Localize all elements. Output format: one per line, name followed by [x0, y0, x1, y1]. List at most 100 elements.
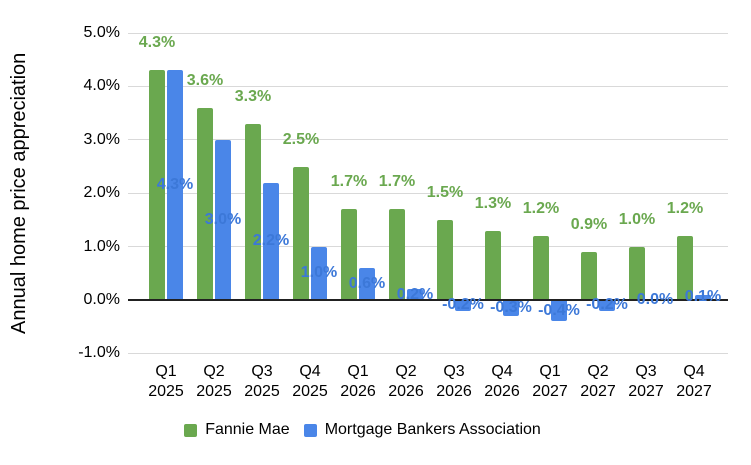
- value-label-fannie-mae-q3-2025: 3.3%: [234, 87, 272, 105]
- gridline-1-0: [128, 246, 728, 248]
- x-tick-year: 2025: [292, 383, 328, 400]
- bar-fannie-mae-q1-2025: [149, 70, 165, 300]
- value-label-fannie-mae-q1-2025: 4.3%: [138, 34, 176, 52]
- bar-mortgage-bankers-association-q1-2025: [167, 70, 183, 300]
- value-label-fannie-mae-q1-2027: 1.2%: [522, 199, 560, 217]
- x-tick-label-q2-2027: Q2 2027: [580, 362, 616, 402]
- value-label-fannie-mae-q3-2027: 1.0%: [618, 210, 656, 228]
- x-tick-quarter: Q2: [587, 363, 609, 380]
- bar-fannie-mae-q4-2027: [677, 235, 693, 300]
- bar-fannie-mae-q2-2027: [581, 251, 597, 300]
- bar-mortgage-bankers-association-q1-2026: [359, 267, 375, 300]
- bar-fannie-mae-q1-2026: [341, 209, 357, 300]
- legend-label-mortgage-bankers-association: Mortgage Bankers Association: [324, 421, 541, 438]
- value-label-mortgage-bankers-association-q1-2027: -0.4%: [538, 301, 580, 319]
- value-label-fannie-mae-q2-2026: 1.7%: [378, 173, 416, 191]
- value-label-mortgage-bankers-association-q2-2025: 3.0%: [204, 210, 242, 228]
- value-label-fannie-mae-q4-2026: 1.3%: [474, 194, 512, 212]
- bar-mortgage-bankers-association-q3-2025: [263, 182, 279, 300]
- legend-label-fannie-mae: Fannie Mae: [205, 421, 290, 438]
- x-tick-year: 2026: [436, 383, 472, 400]
- x-tick-label-q2-2026: Q2 2026: [388, 362, 424, 402]
- bar-fannie-mae-q2-2025: [197, 107, 213, 300]
- y-tick-label-1-0: 1.0%: [83, 237, 120, 255]
- value-label-mortgage-bankers-association-q1-2025: 4.3%: [156, 176, 194, 194]
- gridline-5-0: [128, 32, 728, 34]
- x-tick-quarter: Q4: [683, 363, 705, 380]
- value-label-mortgage-bankers-association-q4-2026: -0.3%: [490, 299, 532, 316]
- bar-fannie-mae-q1-2027: [533, 235, 549, 300]
- value-label-mortgage-bankers-association-q4-2025: 1.0%: [300, 264, 338, 282]
- x-tick-quarter: Q1: [347, 363, 369, 380]
- x-tick-year: 2027: [580, 383, 616, 400]
- y-tick-label-2-0: 2.0%: [83, 184, 120, 202]
- x-tick-year: 2026: [484, 383, 520, 400]
- legend-item-mortgage-bankers-association: Mortgage Bankers Association: [303, 421, 541, 439]
- x-tick-label-q3-2026: Q3 2026: [436, 362, 472, 402]
- bar-fannie-mae-q3-2026: [437, 219, 453, 300]
- gridline-3-0: [128, 139, 728, 141]
- value-label-mortgage-bankers-association-q3-2027: 0.0%: [636, 291, 674, 308]
- bar-fannie-mae-q3-2025: [245, 123, 261, 300]
- x-tick-year: 2026: [388, 383, 424, 400]
- value-label-mortgage-bankers-association-q3-2025: 2.2%: [252, 232, 290, 250]
- x-tick-year: 2025: [148, 383, 184, 400]
- x-tick-label-q1-2025: Q1 2025: [148, 362, 184, 402]
- y-tick-label-4-0: 4.0%: [83, 77, 120, 95]
- value-label-fannie-mae-q2-2027: 0.9%: [570, 215, 608, 233]
- value-label-fannie-mae-q4-2027: 1.2%: [666, 199, 704, 217]
- x-tick-quarter: Q3: [635, 363, 657, 380]
- x-axis-baseline: [128, 299, 728, 301]
- y-tick-label-3-0: 3.0%: [83, 130, 120, 148]
- x-tick-year: 2026: [340, 383, 376, 400]
- bar-mortgage-bankers-association-q2-2026: [407, 289, 423, 300]
- x-tick-year: 2025: [244, 383, 280, 400]
- x-tick-quarter: Q4: [299, 363, 321, 380]
- legend-item-fannie-mae: Fannie Mae: [184, 421, 290, 439]
- x-tick-year: 2027: [676, 383, 712, 400]
- bar-fannie-mae-q4-2026: [485, 230, 501, 300]
- value-label-mortgage-bankers-association-q3-2026: -0.2%: [442, 296, 484, 314]
- bar-mortgage-bankers-association-q1-2027: [551, 300, 567, 322]
- bar-mortgage-bankers-association-q4-2026: [503, 300, 519, 317]
- x-tick-year: 2027: [532, 383, 568, 400]
- bar-fannie-mae-q2-2026: [389, 209, 405, 300]
- value-label-fannie-mae-q4-2025: 2.5%: [282, 130, 320, 148]
- x-tick-year: 2027: [628, 383, 664, 400]
- bar-mortgage-bankers-association-q2-2025: [215, 139, 231, 300]
- value-label-fannie-mae-q1-2026: 1.7%: [330, 173, 368, 191]
- x-tick-label-q3-2027: Q3 2027: [628, 362, 664, 402]
- x-tick-label-q1-2027: Q1 2027: [532, 362, 568, 402]
- x-tick-label-q1-2026: Q1 2026: [340, 362, 376, 402]
- legend-swatch-icon-fannie-mae: [184, 423, 198, 437]
- x-tick-quarter: Q1: [539, 363, 561, 380]
- x-tick-label-q4-2025: Q4 2025: [292, 362, 328, 402]
- bar-mortgage-bankers-association-q2-2027: [599, 300, 615, 311]
- x-tick-quarter: Q3: [443, 363, 465, 380]
- x-tick-quarter: Q3: [251, 363, 273, 380]
- gridline-4-0: [128, 85, 728, 87]
- bar-mortgage-bankers-association-q3-2026: [455, 300, 471, 311]
- legend: Fannie Mae Mortgage Bankers Association: [0, 421, 738, 439]
- value-label-mortgage-bankers-association-q2-2027: -0.2%: [586, 296, 628, 314]
- x-tick-label-q2-2025: Q2 2025: [196, 362, 232, 402]
- value-label-mortgage-bankers-association-q2-2026: 0.2%: [396, 285, 434, 303]
- y-tick-label-1-0: -1.0%: [78, 344, 120, 362]
- x-tick-label-q3-2025: Q3 2025: [244, 362, 280, 402]
- x-tick-quarter: Q1: [155, 363, 177, 380]
- y-tick-label-0-0: 0.0%: [83, 291, 120, 308]
- value-label-mortgage-bankers-association-q1-2026: 0.6%: [348, 274, 386, 292]
- legend-swatch-icon-mortgage-bankers-association: [303, 423, 317, 437]
- value-label-mortgage-bankers-association-q4-2027: 0.1%: [684, 288, 722, 306]
- x-tick-quarter: Q4: [491, 363, 513, 380]
- bar-mortgage-bankers-association-q4-2025: [311, 246, 327, 300]
- x-tick-label-q4-2026: Q4 2026: [484, 362, 520, 402]
- y-tick-label-5-0: 5.0%: [83, 24, 120, 41]
- bar-fannie-mae-q4-2025: [293, 166, 309, 300]
- value-label-fannie-mae-q3-2026: 1.5%: [426, 183, 464, 201]
- gridline-2-0: [128, 192, 728, 194]
- value-label-fannie-mae-q2-2025: 3.6%: [186, 71, 224, 89]
- bar-mortgage-bankers-association-q4-2027: [695, 294, 711, 300]
- gridline-1-0: [128, 352, 728, 354]
